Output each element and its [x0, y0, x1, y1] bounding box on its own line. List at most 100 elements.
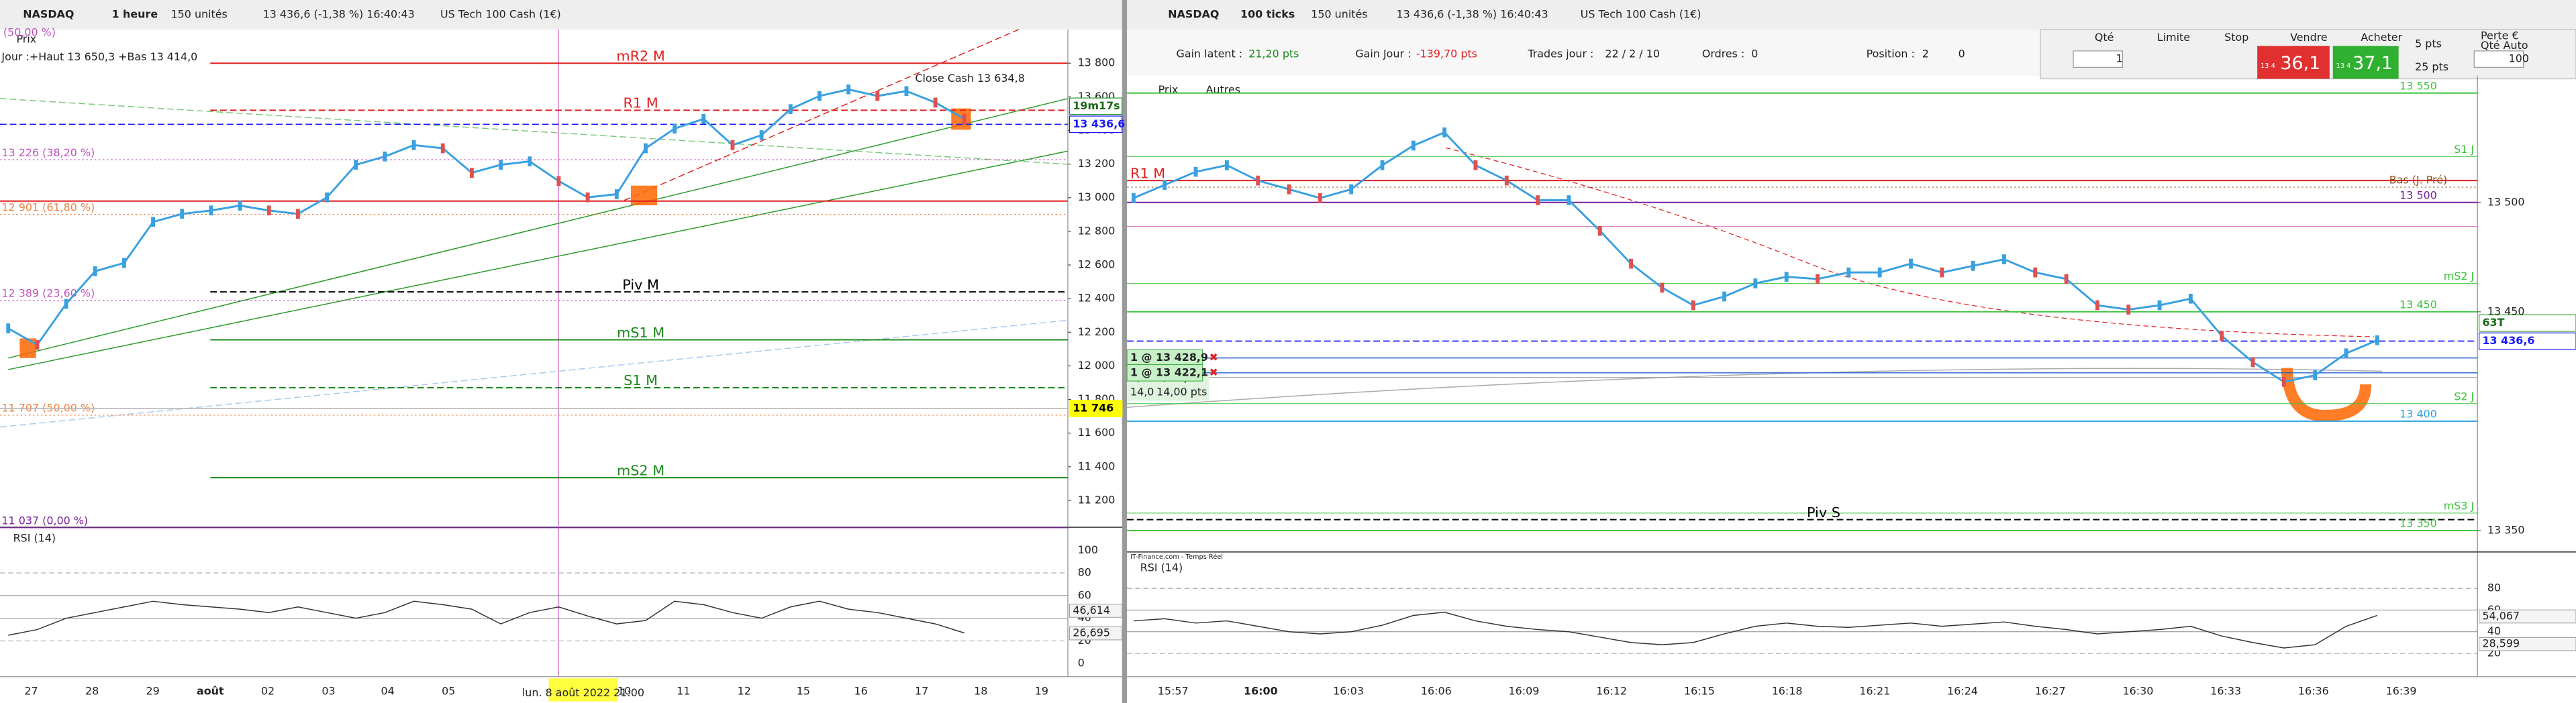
x-tick-label: 16:12 — [1596, 684, 1627, 697]
rsi-tick-label: 80 — [2487, 582, 2501, 594]
info-gain_latent: Gain latent : — [1177, 47, 1243, 60]
x-tick-label: 16:30 — [2123, 684, 2154, 697]
toolbar-units[interactable]: 150 unités — [1311, 8, 1367, 21]
toolbar-instrument[interactable]: US Tech 100 Cash (1€) — [440, 8, 561, 21]
info-position: Position : — [1867, 47, 1915, 60]
order-limit[interactable]: Limite — [2157, 31, 2190, 44]
toolbar-units[interactable]: 150 unités — [171, 8, 228, 21]
order-close[interactable]: ✖ — [1209, 351, 1218, 364]
level-label: S2 J — [2454, 390, 2474, 402]
rsi-title: RSI (14) — [1140, 561, 1183, 574]
candle — [238, 201, 242, 211]
time-highlight-box — [548, 678, 618, 702]
level-label: Piv M — [622, 276, 659, 292]
level-label: Bas (J. Pré) — [2389, 174, 2447, 186]
sell-button[interactable] — [2257, 46, 2330, 79]
toolbar-symbol[interactable]: NASDAQ — [23, 8, 74, 21]
candle — [1504, 175, 1509, 186]
order-buy_big[interactable]: 37,1 — [2352, 53, 2393, 74]
level-label: 13 350 — [2399, 517, 2437, 530]
order-sell[interactable]: Vendre — [2290, 31, 2328, 44]
legend: Prix — [1158, 83, 1179, 96]
candle — [151, 217, 156, 227]
fib-label: (50,00 %) — [3, 25, 56, 38]
toolbar-symbol[interactable]: NASDAQ — [1168, 8, 1219, 21]
order-s_pts[interactable]: 25 pts — [2415, 60, 2448, 73]
x-tick-label: 17 — [915, 684, 928, 697]
legend: Autres — [1206, 83, 1240, 96]
gain-box — [1127, 384, 1209, 401]
trend-line — [0, 319, 1069, 428]
qty-input[interactable] — [2073, 50, 2124, 68]
order-loss_value[interactable]: 100 — [2509, 52, 2529, 65]
right-toolbar — [1127, 0, 2576, 30]
fib-label: 11 707 (50,00 %) — [1, 402, 95, 415]
x-tick-label: 10 — [617, 684, 631, 697]
rsi-tick-label: 100 — [1078, 543, 1098, 556]
x-tick-label: 28 — [85, 684, 99, 697]
candle — [585, 192, 590, 203]
order-auto[interactable]: Qté Auto — [2481, 39, 2528, 52]
order-close[interactable]: ✖ — [1209, 366, 1218, 378]
order-label[interactable]: 1 @ 13 422,1 — [1130, 366, 1208, 378]
level-label: 13 500 — [2399, 188, 2437, 201]
candle — [1877, 267, 1882, 278]
toolbar-quote[interactable]: 13 436,6 (-1,38 %) 16:40:43 — [1397, 8, 1548, 21]
price-line — [7, 88, 965, 347]
trend-line — [624, 29, 1019, 201]
rsi-line — [8, 600, 965, 636]
candle — [325, 192, 330, 203]
countdown-badge — [2478, 314, 2576, 332]
x-tick-label: 16:00 — [1244, 684, 1278, 697]
x-tick-label: 12 — [738, 684, 751, 697]
order-loss[interactable]: Perte € — [2481, 29, 2519, 42]
price-badge — [1069, 115, 1123, 133]
level-label: S1 M — [624, 372, 658, 388]
info-gain_latent_value: 21,20 pts — [1248, 47, 1299, 60]
candle — [846, 84, 851, 95]
y-tick-label: 13 800 — [1078, 56, 1116, 69]
info-ordres: Ordres : — [1702, 47, 1745, 60]
x-tick-label: 16 — [854, 684, 867, 697]
toolbar-instrument[interactable]: US Tech 100 Cash (1€) — [1581, 8, 1701, 21]
order-qty_value[interactable]: 1 — [2116, 52, 2123, 65]
x-tick-label: 03 — [321, 684, 335, 697]
order-buy_small[interactable]: 13 4 — [2336, 62, 2351, 70]
order-stop[interactable]: Stop — [2224, 31, 2248, 44]
x-tick-label: 18 — [974, 684, 987, 697]
candle — [295, 209, 300, 219]
info-ordres_value: 0 — [1751, 47, 1758, 60]
order-sell_big[interactable]: 36,1 — [2280, 53, 2320, 74]
order-l_pts[interactable]: 5 pts — [2415, 38, 2442, 50]
level-label: mS2 J — [2444, 270, 2474, 282]
candle — [2064, 274, 2069, 284]
splitter[interactable] — [1122, 0, 1128, 703]
toolbar-quote[interactable]: 13 436,6 (-1,38 %) 16:40:43 — [263, 8, 415, 21]
loss-input[interactable] — [2473, 50, 2524, 68]
x-tick-label: 16:09 — [1509, 684, 1540, 697]
annotation: Close Cash 13 634,8 — [915, 72, 1024, 85]
buy-button[interactable] — [2332, 46, 2399, 79]
info-trades: Trades jour : — [1527, 47, 1593, 60]
candle — [644, 143, 648, 154]
rsi-badge — [2479, 637, 2576, 651]
rsi-badge — [2479, 609, 2576, 624]
rsi-badge-label: 54,067 — [2482, 609, 2520, 622]
candle — [1380, 160, 1385, 170]
legend: Prix — [16, 32, 36, 45]
order-sell_small[interactable]: 13 4 — [2261, 62, 2275, 70]
candle — [2313, 370, 2318, 380]
candle — [701, 113, 706, 124]
level-label: mS3 J — [2444, 500, 2474, 512]
order-buy[interactable]: Acheter — [2361, 31, 2402, 44]
candle — [440, 143, 445, 154]
order-qty[interactable]: Qté — [2095, 31, 2114, 44]
info-gain_jour_value: -139,70 pts — [1416, 47, 1477, 60]
toolbar-period[interactable]: 1 heure — [111, 8, 158, 21]
level-label: Piv S — [1807, 504, 1840, 521]
rsi-badge — [1069, 626, 1123, 641]
level-label: 13 550 — [2399, 79, 2437, 92]
y-tick-label: 13 350 — [2487, 523, 2525, 536]
order-label[interactable]: 1 @ 13 428,9 — [1130, 351, 1208, 364]
toolbar-period[interactable]: 100 ticks — [1240, 8, 1295, 21]
